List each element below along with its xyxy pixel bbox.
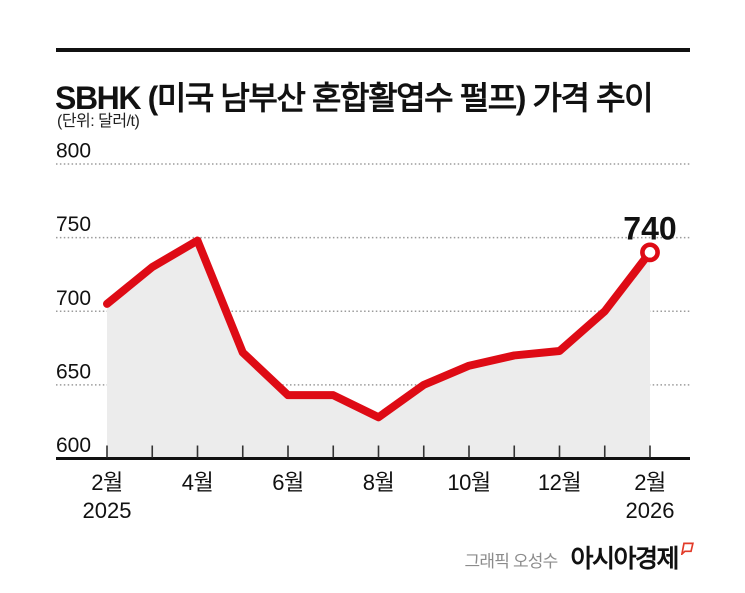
price-line <box>103 236 654 422</box>
x-year-label-2026: 2026 <box>626 498 675 523</box>
y-axis-label-800: 800 <box>56 140 91 163</box>
x-tick-label-4: 6월 <box>272 470 303 495</box>
last-point-marker <box>640 242 660 263</box>
top-rule <box>56 48 690 52</box>
page-title: SBHK (미국 남부산 혼합활엽수 펄프) 가격 추이 <box>55 80 654 117</box>
credit-text: 그래픽 오성수 <box>464 552 559 571</box>
x-tick-label-8: 10월 <box>447 470 490 495</box>
last-value-label: 740 <box>623 210 676 246</box>
y-axis-label-600: 600 <box>56 434 91 457</box>
x-tick-label-12: 2월 <box>634 470 665 495</box>
brand-text: 아시아경제 <box>570 545 679 573</box>
brand-mark-icon <box>681 542 694 555</box>
credit-line: 그래픽 오성수 아시아경제 <box>464 542 694 573</box>
x-tick-label-0: 2월 <box>91 470 122 495</box>
unit-note: (단위: 달러/t) <box>57 113 140 130</box>
area-fill <box>107 240 650 459</box>
y-axis-label-700: 700 <box>56 287 91 310</box>
x-tick-label-2: 4월 <box>182 470 213 495</box>
x-year-label-2025: 2025 <box>83 498 132 523</box>
brand-logo: 아시아경제 <box>570 542 694 573</box>
y-axis-label-650: 650 <box>56 360 91 383</box>
x-tick-label-10: 12월 <box>538 470 581 495</box>
x-tick-label-6: 8월 <box>363 470 394 495</box>
y-axis-label-750: 750 <box>56 213 91 236</box>
